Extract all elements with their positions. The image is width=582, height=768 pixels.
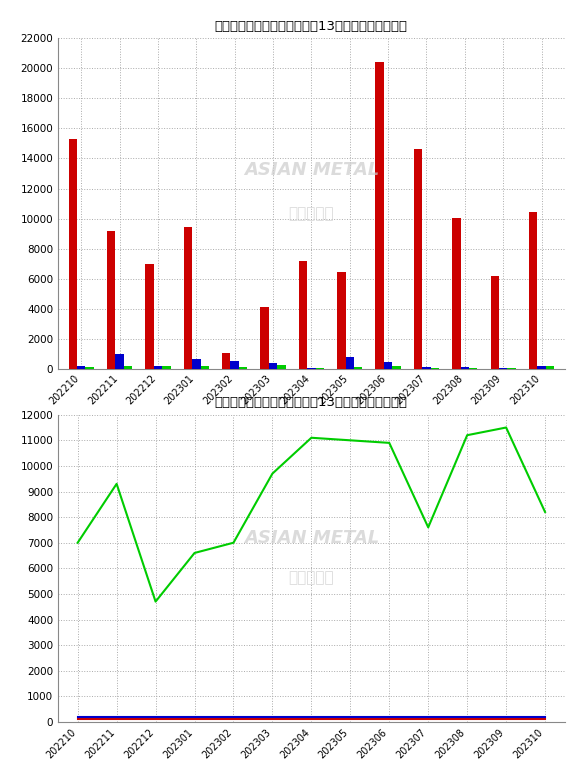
Bar bbox=[124, 366, 132, 369]
Bar bbox=[384, 362, 392, 369]
Bar bbox=[115, 354, 124, 369]
Bar bbox=[529, 212, 537, 369]
Bar bbox=[201, 366, 209, 369]
Bar bbox=[107, 231, 115, 369]
Bar bbox=[537, 366, 546, 369]
Bar bbox=[184, 227, 192, 369]
Text: 亚洲金属网: 亚洲金属网 bbox=[289, 206, 334, 221]
Bar bbox=[146, 264, 154, 369]
Bar bbox=[77, 366, 86, 369]
Title: 波兰自前三大进口来源国过去13个月铝矾土进口均价: 波兰自前三大进口来源国过去13个月铝矾土进口均价 bbox=[215, 396, 408, 409]
Bar bbox=[375, 62, 384, 369]
Bar bbox=[69, 139, 77, 369]
Bar bbox=[546, 366, 554, 369]
Bar bbox=[299, 260, 307, 369]
Title: 波兰自前三大进口来源国过去13个月铝矾土进口数量: 波兰自前三大进口来源国过去13个月铝矾土进口数量 bbox=[215, 20, 408, 33]
Bar bbox=[491, 276, 499, 369]
Bar bbox=[392, 366, 401, 369]
Bar bbox=[460, 367, 469, 369]
Bar bbox=[277, 365, 286, 369]
Bar bbox=[269, 363, 277, 369]
Bar bbox=[86, 367, 94, 369]
Bar bbox=[414, 149, 422, 369]
Text: ASIAN METAL: ASIAN METAL bbox=[244, 161, 379, 180]
Text: ASIAN METAL: ASIAN METAL bbox=[244, 528, 379, 547]
Bar bbox=[452, 218, 460, 369]
Legend: 乌克兰, 捷克, 德国: 乌克兰, 捷克, 德国 bbox=[64, 440, 218, 460]
Bar bbox=[192, 359, 201, 369]
Bar bbox=[346, 356, 354, 369]
Bar bbox=[222, 353, 230, 369]
Text: 亚洲金属网: 亚洲金属网 bbox=[289, 570, 334, 585]
Bar bbox=[422, 367, 431, 369]
Bar bbox=[162, 366, 171, 369]
Bar bbox=[239, 367, 247, 369]
Bar bbox=[260, 307, 269, 369]
Bar bbox=[154, 366, 162, 369]
Bar bbox=[337, 272, 346, 369]
Bar bbox=[230, 361, 239, 369]
Bar bbox=[354, 367, 363, 369]
